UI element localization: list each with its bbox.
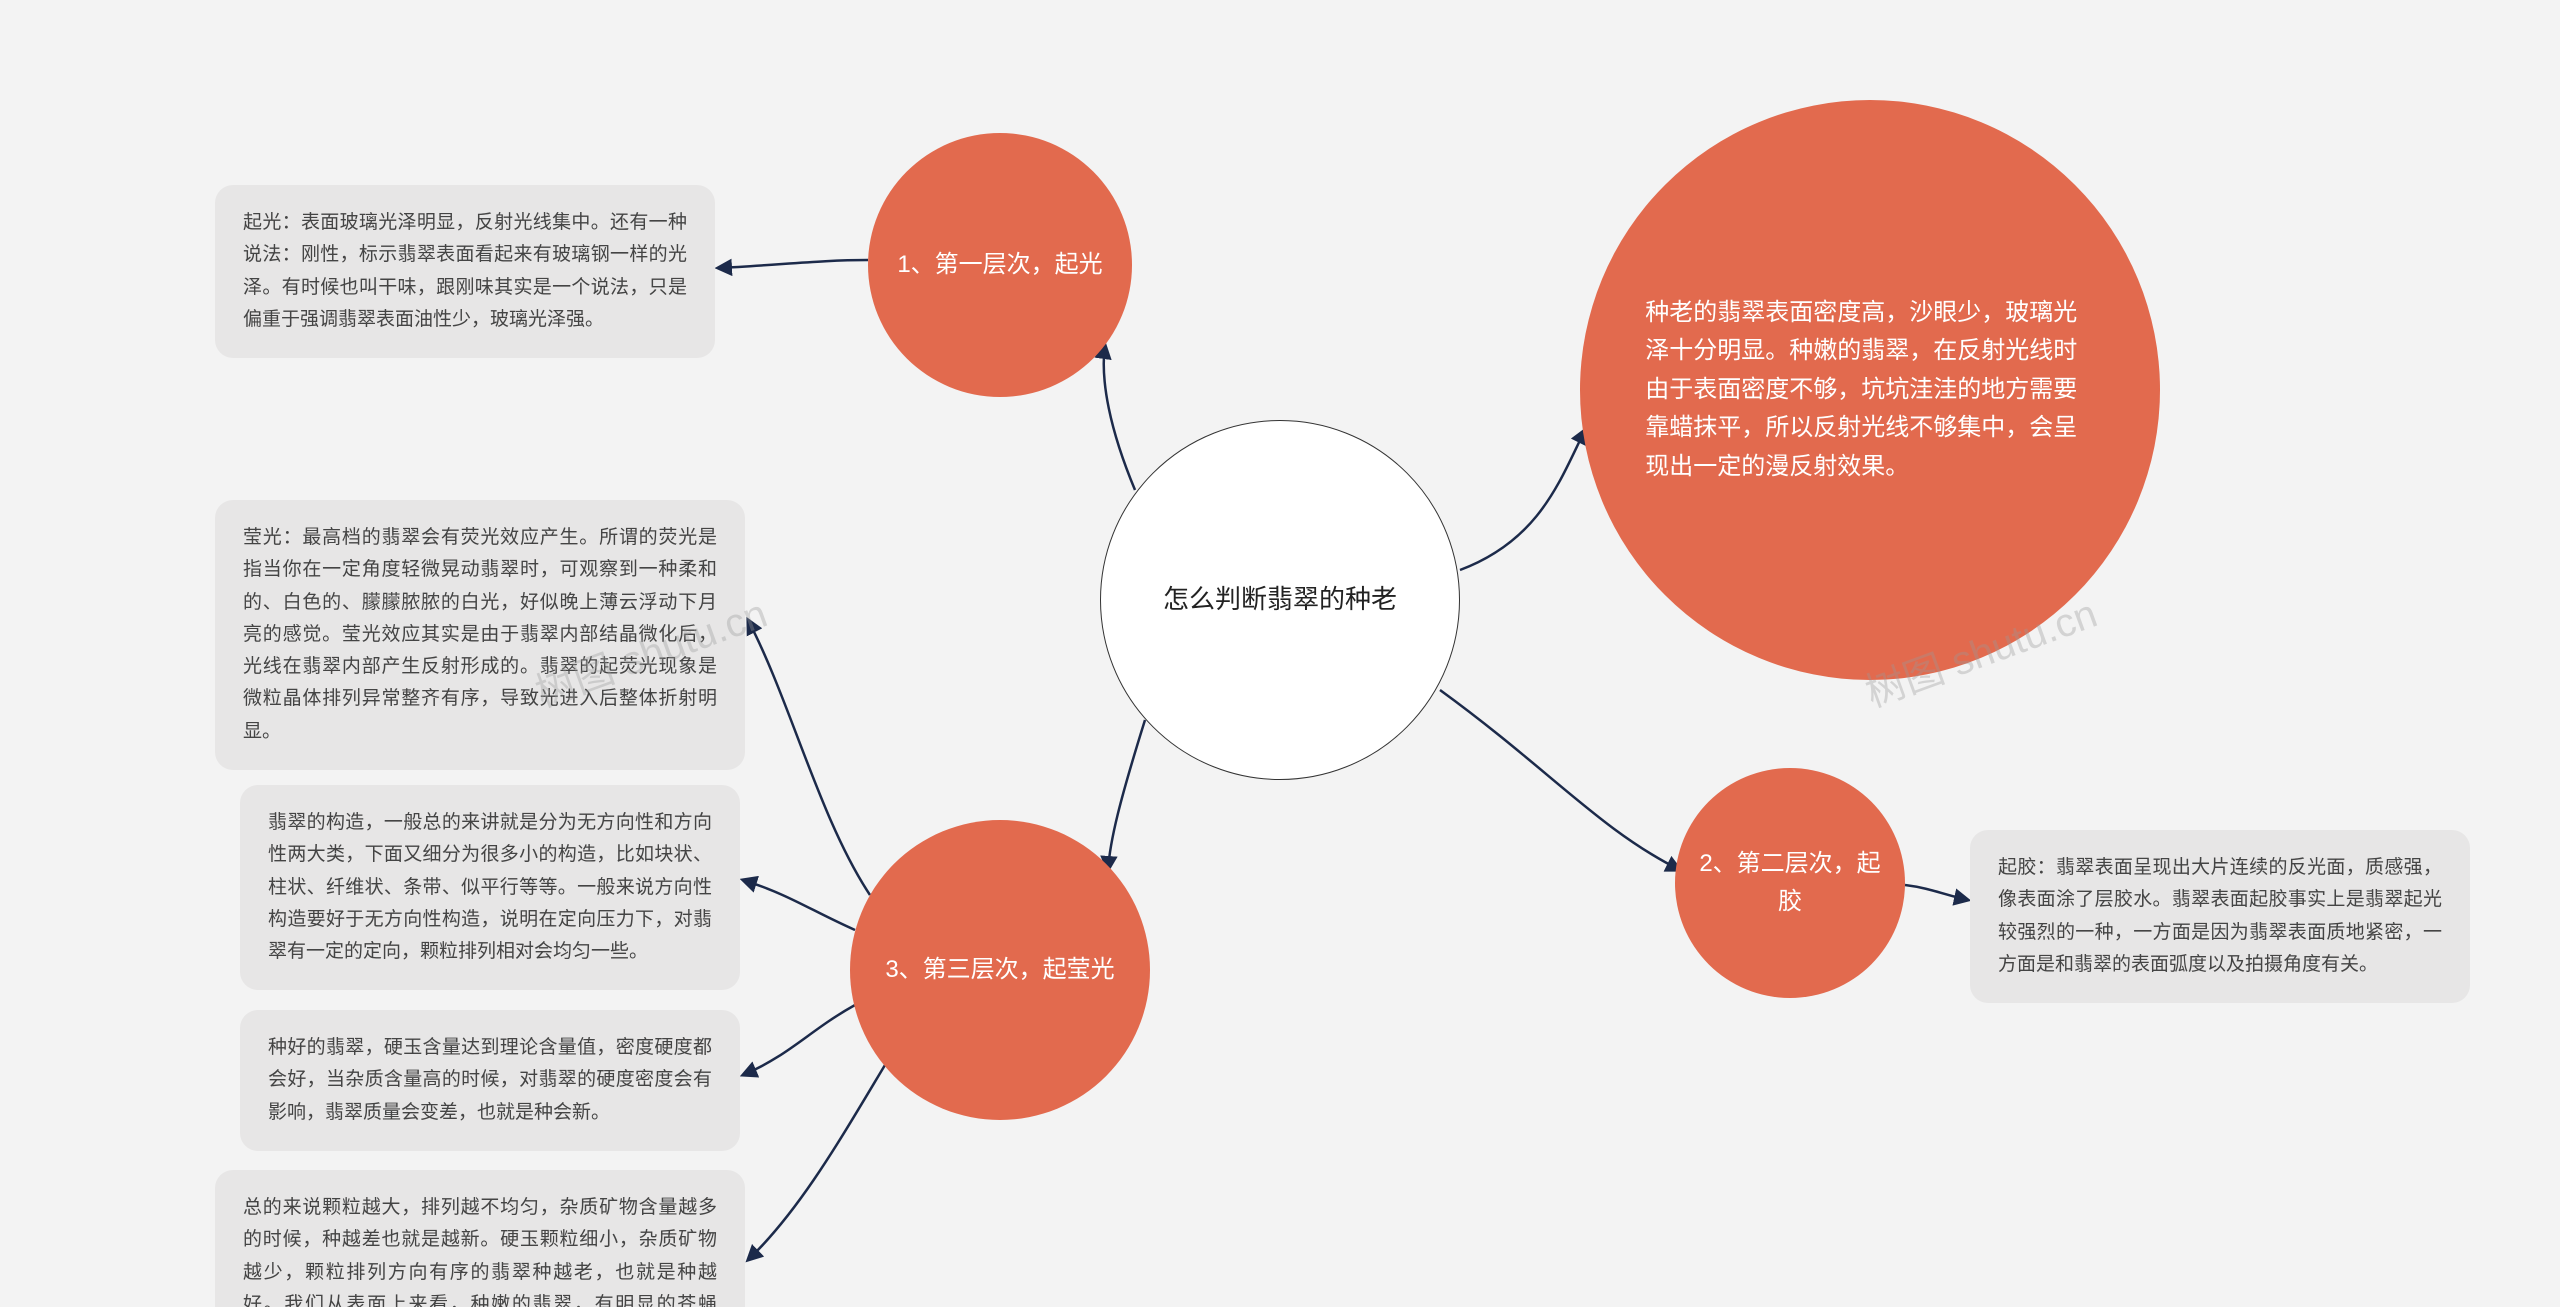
edge	[1108, 720, 1145, 870]
branch-node-label: 2、第二层次，起胶	[1675, 845, 1905, 922]
leaf-node: 起胶：翡翠表面呈现出大片连续的反光面，质感强，像表面涂了层胶水。翡翠表面起胶事实…	[1970, 830, 2470, 1003]
summary-node[interactable]: 种老的翡翠表面密度高，沙眼少，玻璃光泽十分明显。种嫩的翡翠，在反射光线时由于表面…	[1580, 100, 2160, 680]
branch-node[interactable]: 2、第二层次，起胶	[1675, 768, 1905, 998]
edge	[1104, 345, 1135, 490]
edge	[743, 1005, 855, 1075]
summary-node-label: 种老的翡翠表面密度高，沙眼少，玻璃光泽十分明显。种嫩的翡翠，在反射光线时由于表面…	[1625, 294, 2115, 486]
branch-node-label: 3、第三层次，起莹光	[865, 951, 1134, 989]
leaf-node: 总的来说颗粒越大，排列越不均匀，杂质矿物含量越多的时候，种越差也就是越新。硬玉颗…	[215, 1170, 745, 1307]
edge	[718, 260, 868, 268]
leaf-node: 翡翠的构造，一般总的来讲就是分为无方向性和方向性两大类，下面又细分为很多小的构造…	[240, 785, 740, 990]
center-node[interactable]: 怎么判断翡翠的种老	[1100, 420, 1460, 780]
leaf-node: 莹光：最高档的翡翠会有荧光效应产生。所谓的荧光是指当你在一定角度轻微晃动翡翠时，…	[215, 500, 745, 770]
edge	[1905, 885, 1968, 900]
edge	[743, 880, 855, 930]
edge	[748, 620, 870, 895]
leaf-node: 种好的翡翠，硬玉含量达到理论含量值，密度硬度都会好，当杂质含量高的时候，对翡翠的…	[240, 1010, 740, 1151]
branch-node[interactable]: 1、第一层次，起光	[868, 133, 1132, 397]
edge	[1440, 690, 1680, 870]
mindmap-canvas: 怎么判断翡翠的种老 种老的翡翠表面密度高，沙眼少，玻璃光泽十分明显。种嫩的翡翠，在…	[0, 0, 2560, 1307]
branch-node-label: 1、第一层次，起光	[877, 246, 1122, 284]
center-node-label: 怎么判断翡翠的种老	[1143, 579, 1417, 621]
edge	[748, 1065, 885, 1260]
branch-node[interactable]: 3、第三层次，起莹光	[850, 820, 1150, 1120]
leaf-node: 起光：表面玻璃光泽明显，反射光线集中。还有一种说法：刚性，标示翡翠表面看起来有玻…	[215, 185, 715, 358]
edge	[1460, 430, 1585, 570]
